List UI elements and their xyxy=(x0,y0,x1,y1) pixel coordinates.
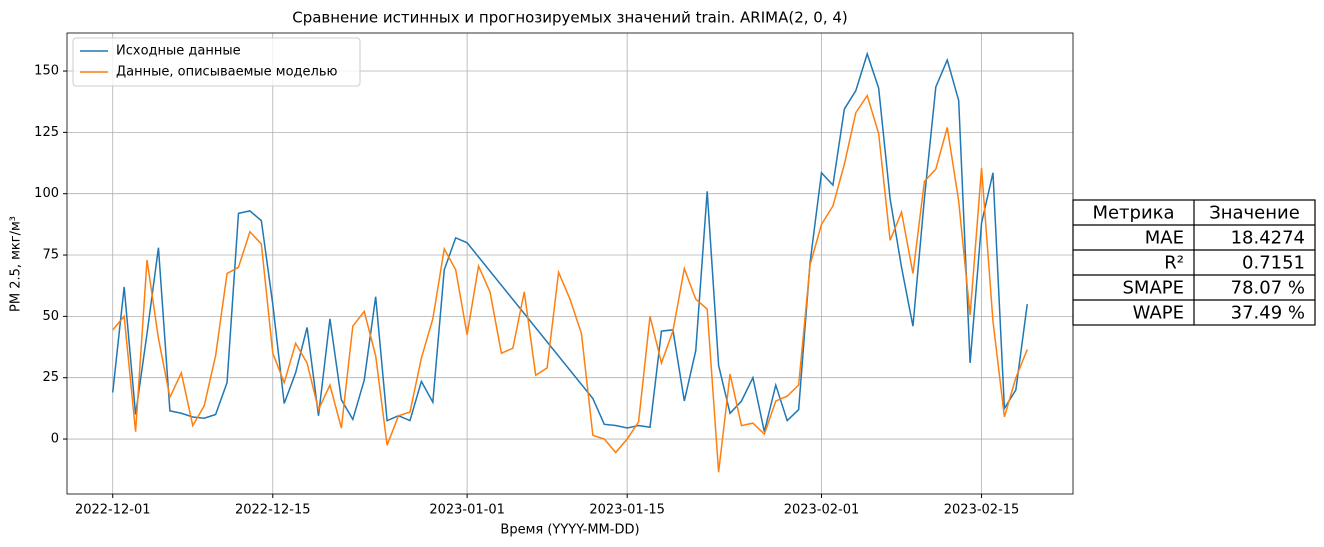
x-tick-label: 2023-01-15 xyxy=(589,503,665,518)
table-cell: 37.49 % xyxy=(1231,303,1305,324)
legend-box xyxy=(72,37,361,87)
table-cell: MAE xyxy=(1145,228,1184,249)
table-cell: WAPE xyxy=(1133,303,1184,324)
table-cell: SMAPE xyxy=(1123,278,1185,299)
data-line xyxy=(111,51,1029,432)
legend-label: Исходные данные xyxy=(116,44,241,59)
table-cell: 78.07 % xyxy=(1231,278,1305,299)
y-tick-label: 100 xyxy=(34,186,59,201)
table-header: Метрика xyxy=(1092,203,1174,224)
chart-title: Сравнение истинных и прогнозируемых знач… xyxy=(292,9,848,27)
plot-frame xyxy=(66,32,1074,495)
data-line xyxy=(112,93,1028,473)
table-cell: 18.4274 xyxy=(1231,228,1305,249)
y-tick-label: 150 xyxy=(34,64,59,79)
x-axis-label: Время (YYYY-MM-DD) xyxy=(500,523,639,538)
x-tick-label: 2023-01-01 xyxy=(429,503,505,518)
table-header: Значение xyxy=(1209,203,1300,224)
y-tick-label: 125 xyxy=(34,125,59,140)
x-tick-label: 2022-12-01 xyxy=(75,503,151,518)
y-axis-label: PM 2.5, мкг/м³ xyxy=(9,216,24,312)
y-tick-label: 0 xyxy=(51,432,59,447)
x-tick-label: 2023-02-15 xyxy=(944,503,1020,518)
legend-label: Данные, описываемые моделью xyxy=(116,65,338,80)
x-tick-label: 2022-12-15 xyxy=(235,503,311,518)
y-tick-label: 75 xyxy=(42,248,59,263)
x-tick-label: 2023-02-01 xyxy=(784,503,860,518)
table-cell: 0.7151 xyxy=(1242,253,1305,274)
y-tick-label: 50 xyxy=(42,309,59,324)
y-tick-label: 25 xyxy=(42,370,59,385)
table-cell: R² xyxy=(1164,253,1184,274)
